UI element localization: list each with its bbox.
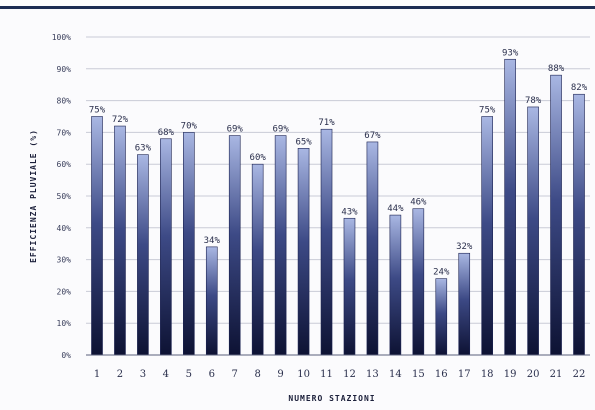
bar [91, 116, 103, 356]
y-tick-label: 70% [57, 128, 72, 137]
data-label: 69% [272, 125, 289, 135]
y-axis-title: EFFICIENZA PLUVIALE (%) [29, 129, 38, 263]
x-tick-label: 9 [277, 369, 283, 380]
x-tick-label: 16 [435, 369, 448, 380]
x-tick-label: 12 [343, 369, 356, 380]
data-label: 63% [135, 144, 152, 154]
bar [412, 208, 425, 356]
bar [550, 74, 562, 356]
x-tick-label: 6 [209, 369, 215, 380]
data-label: 32% [456, 242, 473, 252]
y-tick-label: 30% [57, 256, 72, 265]
data-label: 72% [112, 115, 129, 125]
x-tick-label: 22 [573, 369, 586, 380]
data-label: 24% [433, 268, 450, 278]
data-label: 88% [548, 64, 565, 74]
data-label: 69% [227, 125, 244, 135]
bar [573, 93, 585, 356]
bar [458, 252, 471, 356]
bar [137, 154, 149, 356]
bar [228, 135, 241, 356]
x-tick-label: 5 [186, 369, 192, 380]
x-tick-label: 15 [412, 369, 425, 380]
bar [389, 214, 402, 356]
y-tick-label: 40% [57, 224, 72, 233]
bar [481, 116, 493, 356]
y-tick-label: 0% [61, 351, 71, 360]
data-label: 68% [158, 128, 175, 138]
x-axis-title: NUMERO STAZIONI [288, 394, 375, 403]
x-tick-label: 4 [163, 369, 169, 380]
x-tick-label: 20 [527, 369, 540, 380]
bar [504, 58, 516, 356]
bar [435, 278, 448, 356]
bar [114, 125, 126, 356]
x-tick-label: 19 [504, 369, 517, 380]
y-tick-label: 50% [57, 192, 72, 201]
y-tick-labels: 0% 10% 20% 30% 40% 50% 60% 70% 80% 90% 100% [52, 33, 71, 360]
data-label: 93% [502, 48, 519, 58]
x-tick-label: 3 [140, 369, 146, 380]
bar [205, 246, 218, 356]
data-label: 46% [410, 198, 427, 208]
bar [251, 163, 264, 356]
data-labels: 75% 72% 63% 68% 70% 34% 69% 60% 69% 65% 71% 43% 67% 4… [89, 48, 588, 277]
bar [320, 128, 333, 356]
data-label: 65% [295, 137, 312, 147]
bar [297, 148, 310, 356]
y-tick-label: 100% [52, 33, 71, 42]
bar [527, 106, 539, 356]
x-tick-label: 21 [550, 369, 563, 380]
x-tick-label: 17 [458, 369, 471, 380]
data-label: 82% [571, 83, 588, 93]
x-tick-label: 10 [297, 369, 310, 380]
bar [274, 135, 287, 356]
bar [366, 141, 379, 356]
x-tick-label: 18 [481, 369, 494, 380]
x-tick-label: 14 [389, 369, 402, 380]
x-tick-label: 1 [94, 369, 100, 380]
bar [183, 132, 195, 356]
y-tick-label: 90% [57, 65, 72, 74]
y-tick-label: 80% [57, 97, 72, 106]
data-label: 78% [525, 96, 542, 106]
data-label: 34% [204, 236, 221, 246]
bar [343, 217, 356, 356]
x-tick-labels: 1 2 3 4 5 6 7 8 9 10 11 12 13 14 15 16 17 18 19 20 21 22 [94, 369, 586, 380]
data-label: 43% [341, 207, 358, 217]
bars [91, 58, 585, 356]
data-label: 67% [364, 131, 381, 141]
top-border [0, 0, 595, 10]
data-label: 44% [387, 204, 404, 214]
y-tick-label: 10% [57, 319, 72, 328]
data-label: 71% [318, 118, 335, 128]
x-tick-label: 2 [117, 369, 123, 380]
x-tick-label: 13 [366, 369, 379, 380]
data-label: 70% [181, 121, 198, 131]
y-tick-label: 20% [57, 287, 72, 296]
data-label: 75% [479, 106, 496, 116]
x-tick-label: 11 [320, 369, 333, 380]
data-label: 60% [250, 153, 267, 163]
bar [160, 138, 172, 356]
data-label: 75% [89, 106, 106, 116]
y-tick-label: 60% [57, 160, 72, 169]
x-tick-label: 7 [232, 369, 238, 380]
x-tick-label: 8 [254, 369, 260, 380]
